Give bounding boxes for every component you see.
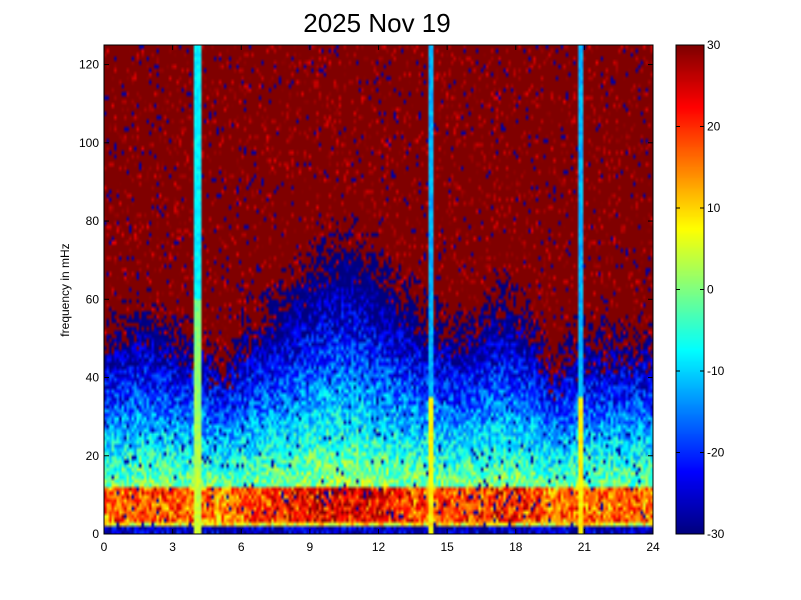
colorbar-tick-label: 10 xyxy=(707,201,721,215)
x-tick-label: 0 xyxy=(101,540,108,554)
colorbar-tick-label: -10 xyxy=(707,364,725,378)
y-tick-label: 0 xyxy=(92,527,99,541)
x-tick-label: 18 xyxy=(509,540,523,554)
x-tick-label: 15 xyxy=(440,540,454,554)
y-tick-label: 100 xyxy=(79,136,99,150)
y-tick-label: 40 xyxy=(86,371,100,385)
y-axis: 0 20 40 60 80 100 120 xyxy=(79,58,653,541)
colorbar-tick-label: -20 xyxy=(707,446,725,460)
x-axis: 0 3 6 9 12 15 18 21 24 xyxy=(101,45,660,554)
chart-title: 2025 Nov 19 xyxy=(303,8,450,38)
colorbar-tick-label: 20 xyxy=(707,120,721,134)
x-tick-label: 24 xyxy=(646,540,660,554)
colorbar-ticks: 30 20 10 0 -10 -20 -30 xyxy=(676,38,725,541)
y-tick-label: 20 xyxy=(86,449,100,463)
y-tick-label: 80 xyxy=(86,214,100,228)
colorbar xyxy=(675,44,705,535)
colorbar-tick-label: 30 xyxy=(707,38,721,52)
x-tick-label: 21 xyxy=(578,540,592,554)
colorbar-tick-label: 0 xyxy=(707,283,714,297)
colorbar-gradient xyxy=(676,45,704,534)
colorbar-tick-label: -30 xyxy=(707,527,725,541)
heatmap-area xyxy=(103,44,654,535)
x-tick-label: 9 xyxy=(307,540,314,554)
x-tick-label: 12 xyxy=(372,540,386,554)
y-axis-label: frequency in mHz xyxy=(58,243,72,336)
spectrogram-heatmap xyxy=(104,45,653,534)
x-tick-label: 6 xyxy=(238,540,245,554)
y-tick-label: 60 xyxy=(86,292,100,306)
y-tick-label: 120 xyxy=(79,58,99,72)
x-tick-label: 3 xyxy=(169,540,176,554)
